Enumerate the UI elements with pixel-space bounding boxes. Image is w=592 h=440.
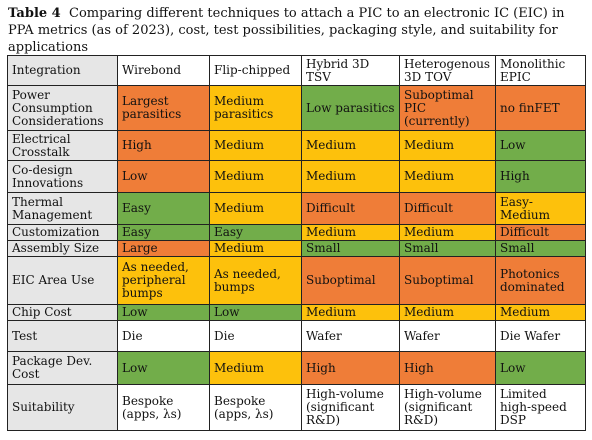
row-label: Package Dev. Cost [7, 351, 118, 385]
table-body: Integration Wirebond Flip-chipped Hybrid… [7, 55, 586, 431]
table-cell: Wafer [399, 320, 496, 352]
table-cell: Medium [209, 240, 302, 257]
table-cell: Medium [399, 130, 496, 161]
row-label: Thermal Management [7, 192, 118, 225]
header-cell-hybrid-3d-tsv: Hybrid 3D TSV [301, 55, 400, 86]
table-cell: Die Wafer [495, 320, 586, 352]
caption-text: Comparing different techniques to attach… [8, 6, 565, 55]
table-row: Power Consumption Considerations Largest … [7, 85, 586, 131]
table-cell: Small [495, 240, 586, 257]
header-cell-monolithic-epic: Monolithic EPIC [495, 55, 586, 86]
row-label: Co-design Innovations [7, 160, 118, 193]
table-cell: Wafer [301, 320, 400, 352]
table-cell: Die [209, 320, 302, 352]
header-cell-heterogenous-3d-tov: Heterogenous 3D TOV [399, 55, 496, 86]
table-number: Table 4 [8, 6, 61, 21]
table-row: Co-design Innovations Low Medium Medium Medi… [7, 160, 586, 193]
table-cell: Easy-Medium [495, 192, 586, 225]
table-cell: As needed, bumps [209, 256, 302, 305]
table-cell: Medium [301, 130, 400, 161]
row-label: Chip Cost [7, 304, 118, 321]
table-cell: Difficult [495, 224, 586, 241]
table-cell: Photonics dominated [495, 256, 586, 305]
table-row: EIC Area Use As needed, peripheral bumps A… [7, 256, 586, 305]
row-label: Assembly Size [7, 240, 118, 257]
row-label: Electrical Crosstalk [7, 130, 118, 161]
table-row: Suitability Bespoke (apps, λs) Bespoke (ap… [7, 384, 586, 431]
table-cell: Low [117, 304, 210, 321]
table-row: Package Dev. Cost Low Medium High High Low [7, 351, 586, 385]
table-row: Electrical Crosstalk High Medium Medium Medi… [7, 130, 586, 161]
table-cell: Suboptimal [301, 256, 400, 305]
table-cell: High [495, 160, 586, 193]
table-cell: High [399, 351, 496, 385]
row-label: EIC Area Use [7, 256, 118, 305]
header-cell-integration: Integration [7, 55, 118, 86]
table-cell: Small [301, 240, 400, 257]
table-cell: Bespoke (apps, λs) [117, 384, 210, 431]
table-cell: Low [117, 351, 210, 385]
table-cell: Easy [117, 192, 210, 225]
row-label: Customization [7, 224, 118, 241]
table-cell: Bespoke (apps, λs) [209, 384, 302, 431]
table-cell: High [117, 130, 210, 161]
table-cell: Medium [209, 192, 302, 225]
table-cell: Medium parasitics [209, 85, 302, 131]
table-row: Customization Easy Easy Medium Medium Difficu… [7, 224, 586, 241]
table-row: Thermal Management Easy Medium Difficult Dif… [7, 192, 586, 225]
table-cell: Suboptimal PIC (currently) [399, 85, 496, 131]
table-cell: Medium [399, 160, 496, 193]
header-cell-wirebond: Wirebond [117, 55, 210, 86]
header-cell-flip-chipped: Flip-chipped [209, 55, 302, 86]
table-cell: Low parasitics [301, 85, 400, 131]
table-cell: Small [399, 240, 496, 257]
table-cell: no finFET [495, 85, 586, 131]
row-label: Power Consumption Considerations [7, 85, 118, 131]
table-cell: High-volume (significant R&D) [399, 384, 496, 431]
table-row: Chip Cost Low Low Medium Medium Medium [7, 304, 586, 321]
table-cell: Easy [209, 224, 302, 241]
table-cell: Easy [117, 224, 210, 241]
table-cell: Largest parasitics [117, 85, 210, 131]
table-cell: Difficult [399, 192, 496, 225]
table-cell: As needed, peripheral bumps [117, 256, 210, 305]
table-cell: Low [209, 304, 302, 321]
table-row: Test Die Die Wafer Wafer Die Wafer [7, 320, 586, 352]
table-cell: Die [117, 320, 210, 352]
table-cell: High [301, 351, 400, 385]
table-cell: Difficult [301, 192, 400, 225]
table-cell: Low [495, 351, 586, 385]
table-cell: Low [495, 130, 586, 161]
row-label: Suitability [7, 384, 118, 431]
comparison-table: Integration Wirebond Flip-chipped Hybrid… [7, 55, 586, 431]
table-caption: Table 4 Comparing different techniques t… [8, 5, 586, 56]
table-cell: Medium [301, 224, 400, 241]
table-cell: Low [117, 160, 210, 193]
table-cell: Suboptimal [399, 256, 496, 305]
table-cell: Medium [301, 304, 400, 321]
table-cell: Limited high-speed DSP [495, 384, 586, 431]
table-cell: Medium [209, 351, 302, 385]
table-row: Assembly Size Large Medium Small Small Small [7, 240, 586, 257]
table-cell: Large [117, 240, 210, 257]
table-cell: Medium [399, 304, 496, 321]
table-cell: Medium [301, 160, 400, 193]
row-label: Test [7, 320, 118, 352]
table-cell: Medium [209, 160, 302, 193]
table-cell: Medium [495, 304, 586, 321]
table-cell: Medium [209, 130, 302, 161]
table-cell: High-volume (significant R&D) [301, 384, 400, 431]
table-cell: Medium [399, 224, 496, 241]
header-row: Integration Wirebond Flip-chipped Hybrid… [7, 55, 586, 86]
